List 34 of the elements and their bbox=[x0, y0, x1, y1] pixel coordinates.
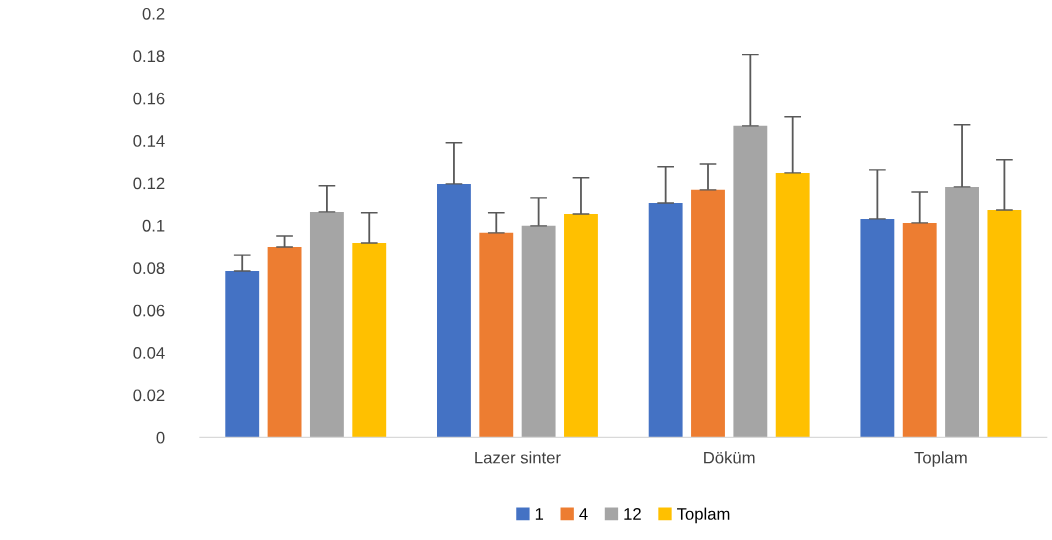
y-tick-label: 0.18 bbox=[133, 50, 165, 63]
bar bbox=[860, 218, 895, 438]
bar bbox=[902, 222, 937, 438]
legend-label: 4 bbox=[579, 508, 588, 520]
bar bbox=[733, 125, 768, 438]
y-tick-label: 0.12 bbox=[133, 177, 165, 190]
y-tick-label: 0.16 bbox=[133, 92, 165, 105]
y-tick-label: 0.2 bbox=[142, 7, 165, 20]
bar bbox=[352, 243, 387, 438]
y-tick-label: 0.14 bbox=[133, 135, 165, 147]
x-tick-label: Toplam bbox=[914, 451, 967, 467]
legend-label: Toplam bbox=[677, 507, 730, 524]
bar bbox=[691, 189, 725, 438]
bar bbox=[564, 214, 598, 438]
bar bbox=[945, 186, 979, 438]
x-tick-label: Lazer sinter bbox=[475, 451, 561, 464]
bar bbox=[521, 225, 556, 438]
bar bbox=[225, 271, 260, 438]
bar bbox=[437, 183, 471, 438]
bar bbox=[479, 232, 514, 438]
y-tick-label: 0 bbox=[156, 431, 165, 444]
y-tick-label: 0.02 bbox=[133, 389, 165, 402]
bar bbox=[309, 211, 344, 438]
legend-label: 12 bbox=[624, 508, 641, 520]
bar bbox=[267, 247, 302, 438]
bar bbox=[648, 202, 683, 438]
legend-label: 1 bbox=[535, 508, 544, 520]
bar bbox=[775, 172, 810, 438]
bar bbox=[987, 209, 1022, 438]
y-tick-label: 0.1 bbox=[142, 219, 165, 232]
y-tick-label: 0.04 bbox=[133, 347, 165, 359]
x-tick-label: Döküm bbox=[704, 451, 755, 464]
y-tick-label: 0.08 bbox=[133, 262, 165, 275]
y-tick-label: 0.06 bbox=[133, 304, 165, 317]
